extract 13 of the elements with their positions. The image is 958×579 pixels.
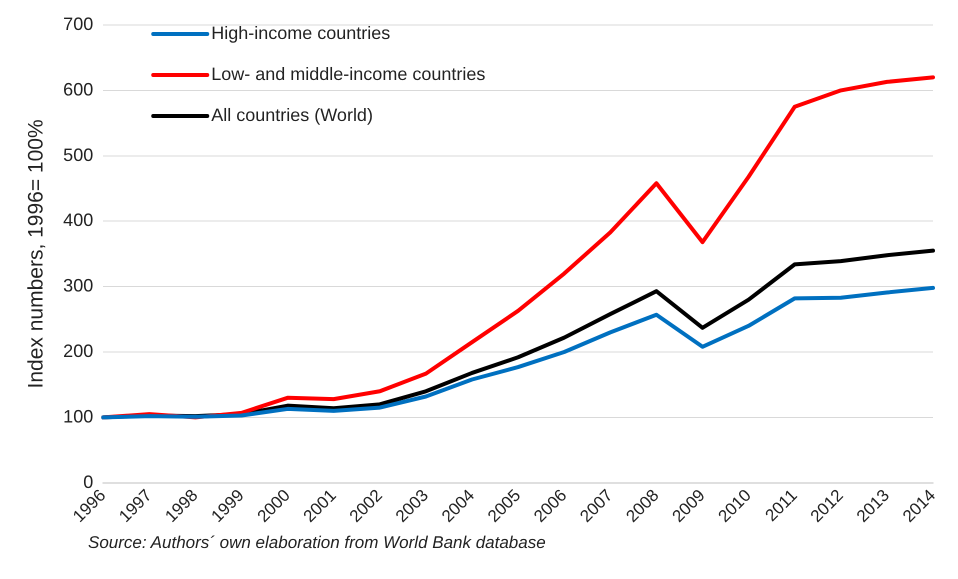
y-tick-label: 500	[63, 144, 94, 165]
y-tick-label: 0	[83, 472, 94, 492]
y-tick-label: 700	[63, 14, 94, 34]
y-tick-label: 100	[63, 406, 94, 426]
y-tick-label: 400	[63, 210, 94, 230]
legend-label: High-income countries	[211, 22, 390, 43]
y-tick-label: 300	[63, 276, 94, 296]
source-note: Source: Authors´ own elaboration from World Bank database	[88, 533, 546, 553]
legend-label: All countries (World)	[211, 104, 373, 125]
y-tick-label: 600	[63, 79, 94, 100]
y-tick-label: 200	[63, 340, 94, 361]
y-axis-title: Index numbers, 1996= 100%	[24, 119, 48, 388]
legend-label: Low- and middle-income countries	[211, 64, 486, 84]
